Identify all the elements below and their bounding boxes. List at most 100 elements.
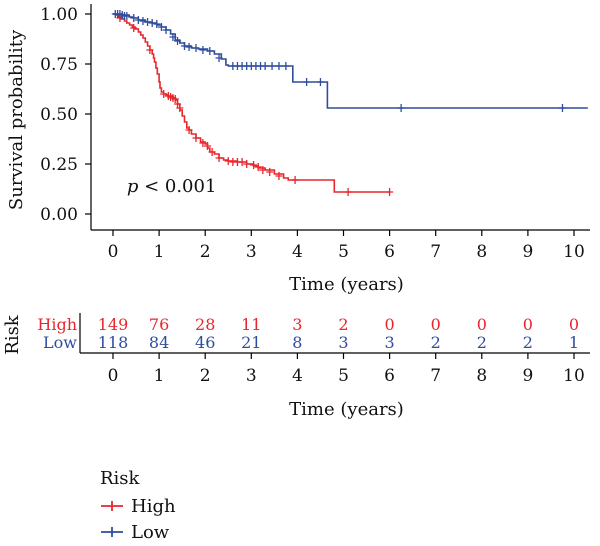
x-tick-label: 0 <box>108 242 119 262</box>
risk-x-tick-label: 9 <box>522 366 533 386</box>
censor-mark-low <box>180 42 188 50</box>
censor-mark-low <box>215 54 223 62</box>
risk-x-tick-label: 3 <box>246 366 257 386</box>
x-tick-label: 6 <box>384 242 395 262</box>
y-tick-label: 0.50 <box>40 105 78 125</box>
risk-count: 0 <box>569 315 579 334</box>
risk-x-tick-label: 5 <box>338 366 349 386</box>
risk-table-axis: 0 1 2 3 4 5 6 7 8 9 10 <box>79 313 590 386</box>
x-tick-label: 5 <box>338 242 349 262</box>
censor-mark-high <box>185 126 193 134</box>
risk-count: 0 <box>477 315 487 334</box>
censor-mark-low <box>275 62 283 70</box>
censor-mark-low <box>157 23 165 31</box>
censor-mark-high <box>176 104 184 112</box>
censor-mark-high <box>171 95 179 103</box>
censor-mark-high <box>208 148 216 156</box>
survival-curves <box>113 13 588 193</box>
risk-count: 11 <box>241 315 261 334</box>
legend-label-high: High <box>131 496 176 517</box>
censor-mark-low <box>282 62 290 70</box>
y-tick-label: 0.75 <box>40 55 78 75</box>
risk-x-axis-title: Time (years) <box>289 399 404 420</box>
legend-title: Risk <box>100 468 141 489</box>
censor-mark-high <box>199 139 207 147</box>
risk-count: 21 <box>241 333 261 352</box>
censor-mark-high <box>204 142 212 150</box>
x-tick-label: 1 <box>154 242 165 262</box>
censor-mark-low <box>123 12 131 20</box>
risk-count: 46 <box>195 333 215 352</box>
censor-mark-high <box>254 163 262 171</box>
censor-mark-high <box>250 161 258 169</box>
x-tick-label: 2 <box>200 242 211 262</box>
legend: Risk High Low <box>100 468 176 543</box>
x-tick-label: 8 <box>476 242 487 262</box>
censor-mark-low <box>185 43 193 51</box>
risk-count: 2 <box>431 333 441 352</box>
censor-mark-low <box>397 104 405 112</box>
p-symbol: p <box>127 176 139 197</box>
censor-mark-low <box>316 78 324 86</box>
censor-mark-high <box>224 157 232 165</box>
censor-mark-low <box>148 19 156 27</box>
risk-x-tick-label: 2 <box>200 366 211 386</box>
censor-mark-low <box>169 33 177 41</box>
censor-mark-high <box>215 154 223 162</box>
risk-row-label-low: Low <box>43 333 77 352</box>
y-axis-title: Survival probability <box>6 29 27 210</box>
censor-mark-high <box>243 160 251 168</box>
x-axis-title: Time (years) <box>289 274 404 295</box>
censor-mark-low <box>268 62 276 70</box>
censor-mark-low <box>162 26 170 34</box>
risk-count: 2 <box>523 333 533 352</box>
censor-mark-low <box>174 37 182 45</box>
x-tick-label: 7 <box>430 242 441 262</box>
x-tick-label: 3 <box>246 242 257 262</box>
p-value-annotation: p < 0.001 <box>127 176 217 197</box>
y-tick-label: 0.25 <box>40 155 78 175</box>
x-tick-label: 10 <box>563 242 585 262</box>
plot-axes: 0.00 0.25 0.50 0.75 1.00 0 1 2 3 4 5 6 7 8 9 10 <box>40 4 590 262</box>
censor-mark-high <box>160 90 168 98</box>
censor-mark-low <box>144 18 152 26</box>
censor-mark-high <box>386 188 394 196</box>
censor-mark-high <box>192 134 200 142</box>
censor-mark-low <box>192 44 200 52</box>
censor-mark-low <box>199 46 207 54</box>
risk-x-tick-label: 6 <box>384 366 395 386</box>
p-text: < 0.001 <box>138 176 216 197</box>
censor-mark-high <box>130 24 138 32</box>
survival-curve-low <box>113 13 588 109</box>
x-tick-label: 9 <box>522 242 533 262</box>
risk-count: 118 <box>98 333 129 352</box>
risk-count: 149 <box>98 315 129 334</box>
censor-marks <box>111 10 566 196</box>
risk-x-tick-label: 8 <box>476 366 487 386</box>
risk-count: 3 <box>385 333 395 352</box>
risk-count: 76 <box>149 315 169 334</box>
censor-mark-high <box>275 172 283 180</box>
censor-mark-low <box>558 104 566 112</box>
legend-items: High Low <box>101 496 176 543</box>
risk-count: 0 <box>431 315 441 334</box>
risk-count: 0 <box>385 315 395 334</box>
censor-mark-low <box>206 47 214 55</box>
censor-mark-high <box>259 166 267 174</box>
risk-count: 28 <box>195 315 215 334</box>
y-tick-label: 1.00 <box>40 5 78 25</box>
legend-label-low: Low <box>131 522 170 543</box>
risk-row-label-high: High <box>37 315 77 334</box>
risk-x-tick-label: 10 <box>563 366 585 386</box>
risk-x-tick-label: 7 <box>430 366 441 386</box>
censor-mark-low <box>303 78 311 86</box>
censor-mark-high <box>344 188 352 196</box>
risk-table-title: Risk <box>2 314 23 355</box>
censor-mark-high <box>238 158 246 166</box>
risk-count: 3 <box>292 315 302 334</box>
survival-plot: 0.00 0.25 0.50 0.75 1.00 0 1 2 3 4 5 6 7 8 9 10 p < 0.0… <box>6 4 590 295</box>
risk-x-tick-label: 4 <box>292 366 303 386</box>
censor-mark-low <box>139 17 147 25</box>
